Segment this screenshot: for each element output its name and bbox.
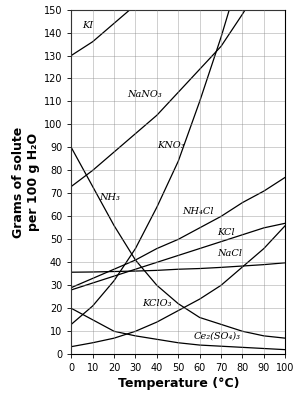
Text: KCl: KCl: [217, 228, 234, 237]
Y-axis label: Grams of solute
per 100 g H₂O: Grams of solute per 100 g H₂O: [12, 126, 40, 238]
Text: KI: KI: [82, 21, 93, 30]
Text: KClO₃: KClO₃: [142, 299, 171, 308]
X-axis label: Temperature (°C): Temperature (°C): [118, 378, 239, 390]
Text: NH₄Cl: NH₄Cl: [182, 207, 214, 216]
Text: KNO₃: KNO₃: [157, 141, 184, 150]
Text: NaNO₃: NaNO₃: [127, 90, 162, 99]
Text: Ce₂(SO₄)₃: Ce₂(SO₄)₃: [193, 331, 240, 340]
Text: NaCl: NaCl: [217, 249, 242, 258]
Text: NH₃: NH₃: [99, 194, 120, 202]
